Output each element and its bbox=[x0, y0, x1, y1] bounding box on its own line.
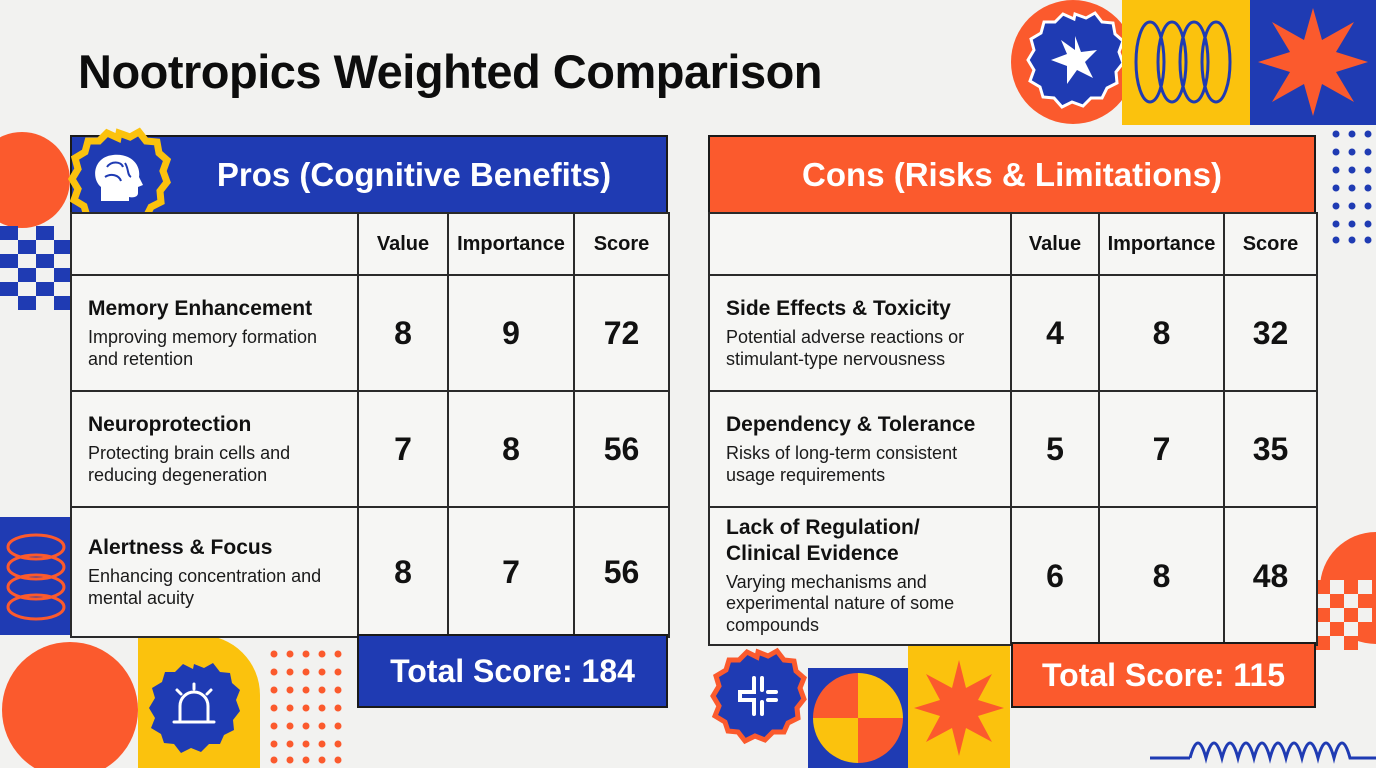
score-cell: 48 bbox=[1223, 506, 1318, 646]
importance-cell: 9 bbox=[447, 274, 575, 392]
pros-table: Value Importance Score Memory Enhancemen… bbox=[70, 212, 670, 638]
criterion-description: Varying mechanisms and experimental natu… bbox=[726, 571, 955, 635]
criterion-description: Protecting brain cells and reducing dege… bbox=[88, 443, 291, 485]
decor-bottom-left-orange-circle bbox=[0, 635, 140, 768]
cons-heading: Cons (Risks & Limitations) bbox=[802, 155, 1222, 193]
decor-yellow-block-spiral bbox=[1122, 0, 1250, 125]
pros-column-header-row: Value Importance Score bbox=[70, 212, 670, 276]
pros-header: Pros (Cognitive Benefits) bbox=[70, 135, 668, 214]
value-cell: 6 bbox=[1010, 506, 1100, 646]
criterion-description: Improving memory formation and retention bbox=[88, 327, 318, 369]
decor-blue-block-star bbox=[1250, 0, 1376, 125]
score-cell: 56 bbox=[573, 390, 670, 508]
criterion-cell: Dependency & Tolerance Risks of long-ter… bbox=[708, 390, 1012, 508]
value-cell: 4 bbox=[1010, 274, 1100, 392]
score-cell: 56 bbox=[573, 506, 670, 638]
table-row: Memory Enhancement Improving memory form… bbox=[70, 274, 670, 392]
criterion-description: Potential adverse reactions or stimulant… bbox=[726, 327, 965, 369]
decor-bottom-orange-dot-grid bbox=[268, 648, 356, 766]
decor-bottom-quarter-circles bbox=[808, 668, 908, 768]
importance-cell: 8 bbox=[447, 390, 575, 508]
table-row: Neuroprotection Protecting brain cells a… bbox=[70, 390, 670, 508]
criterion-cell: Memory Enhancement Improving memory form… bbox=[70, 274, 359, 392]
table-row: Alertness & Focus Enhancing concentratio… bbox=[70, 506, 670, 638]
pros-heading: Pros (Cognitive Benefits) bbox=[216, 155, 612, 193]
importance-cell: 8 bbox=[1098, 506, 1225, 646]
table-row: Side Effects & Toxicity Potential advers… bbox=[708, 274, 1318, 392]
value-cell: 5 bbox=[1010, 390, 1100, 508]
score-cell: 32 bbox=[1223, 274, 1318, 392]
cons-table: Value Importance Score Side Effects & To… bbox=[708, 212, 1318, 646]
criterion-cell: Lack of Regulation/ Clinical Evidence Va… bbox=[708, 506, 1012, 646]
table-row: Lack of Regulation/ Clinical Evidence Va… bbox=[708, 506, 1318, 646]
value-cell: 8 bbox=[357, 274, 449, 392]
decor-left-orange-circle bbox=[0, 132, 72, 228]
criterion-name: Neuroprotection bbox=[88, 412, 252, 436]
score-column-header: Score bbox=[573, 212, 670, 276]
value-cell: 7 bbox=[357, 390, 449, 508]
criterion-description: Risks of long-term consistent usage requ… bbox=[726, 443, 958, 485]
criterion-cell: Side Effects & Toxicity Potential advers… bbox=[708, 274, 1012, 392]
value-column-header: Value bbox=[1010, 212, 1100, 276]
score-cell: 35 bbox=[1223, 390, 1318, 508]
importance-cell: 8 bbox=[1098, 274, 1225, 392]
alarm-bell-icon bbox=[146, 660, 242, 756]
cons-total-score: Total Score: 115 bbox=[1011, 642, 1316, 708]
decor-bottom-yellow-star-block bbox=[908, 642, 1010, 768]
score-column-header: Score bbox=[1223, 212, 1318, 276]
criterion-cell: Alertness & Focus Enhancing concentratio… bbox=[70, 506, 359, 638]
cons-total-label: Total Score: 115 bbox=[1041, 656, 1286, 693]
score-cell: 72 bbox=[573, 274, 670, 392]
importance-cell: 7 bbox=[1098, 390, 1225, 508]
criterion-column-header bbox=[708, 212, 1012, 276]
importance-column-header: Importance bbox=[447, 212, 575, 276]
importance-column-header: Importance bbox=[1098, 212, 1225, 276]
criterion-name: Side Effects & Toxicity bbox=[726, 296, 951, 320]
cons-column-header-row: Value Importance Score bbox=[708, 212, 1318, 276]
value-cell: 8 bbox=[357, 506, 449, 638]
page-title: Nootropics Weighted Comparison bbox=[78, 45, 823, 98]
criterion-description: Enhancing concentration and mental acuit… bbox=[88, 566, 322, 608]
cons-header: Cons (Risks & Limitations) bbox=[708, 135, 1316, 214]
criterion-cell: Neuroprotection Protecting brain cells a… bbox=[70, 390, 359, 508]
criterion-name: Lack of Regulation/ Clinical Evidence bbox=[726, 516, 920, 565]
importance-cell: 7 bbox=[447, 506, 575, 638]
criterion-column-header bbox=[70, 212, 359, 276]
starburst-badge-icon bbox=[1025, 10, 1125, 110]
decor-blue-dot-grid bbox=[1328, 126, 1376, 244]
table-row: Dependency & Tolerance Risks of long-ter… bbox=[708, 390, 1318, 508]
decor-left-blue-spiral-block bbox=[0, 517, 72, 635]
value-column-header: Value bbox=[357, 212, 449, 276]
criterion-name: Memory Enhancement bbox=[88, 296, 313, 320]
decor-right-orange-check-block bbox=[1316, 528, 1376, 654]
decor-left-checkerboard bbox=[0, 226, 72, 310]
medical-cross-icon bbox=[708, 646, 808, 746]
criterion-name: Dependency & Tolerance bbox=[726, 412, 976, 436]
pros-total-label: Total Score: 184 bbox=[390, 652, 635, 689]
decor-bottom-right-spiral-line bbox=[1150, 718, 1376, 768]
criterion-name: Alertness & Focus bbox=[88, 535, 273, 559]
pros-total-score: Total Score: 184 bbox=[357, 634, 668, 708]
